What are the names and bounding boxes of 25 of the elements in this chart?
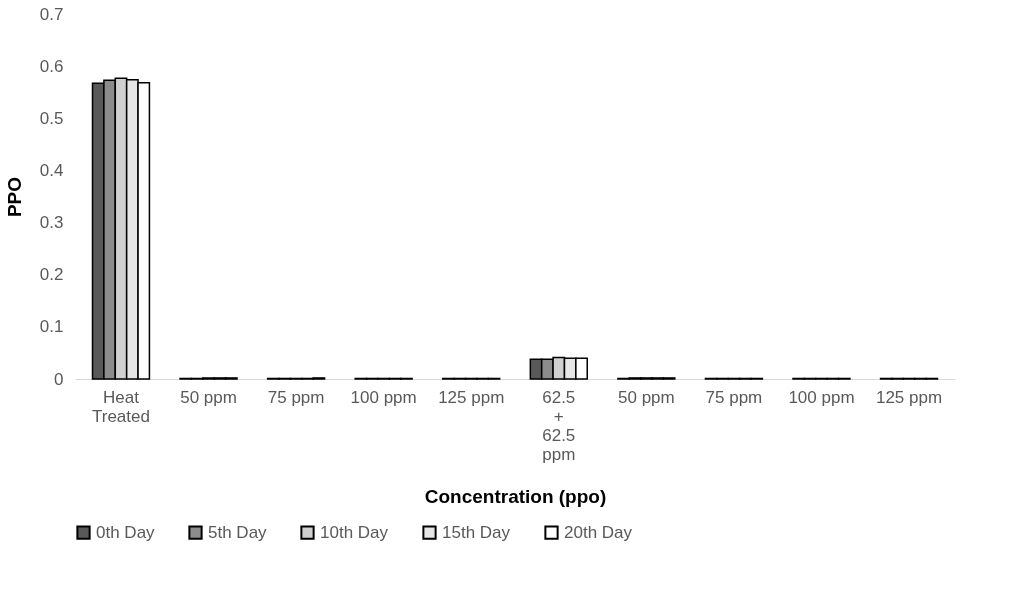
y-tick-label: 0.3	[39, 213, 64, 233]
x-axis-title: Concentration (ppo)	[424, 485, 607, 507]
x-tick-label: 50 ppm	[617, 387, 675, 407]
y-tick-label: 0	[54, 369, 64, 389]
y-tick-label: 0.7	[39, 4, 64, 24]
y-axis-title: PPO	[3, 176, 25, 218]
x-tick-label: 75 ppm	[705, 387, 763, 407]
y-tick-label: 0.6	[39, 56, 64, 76]
x-tick-label: 50 ppm	[180, 387, 237, 407]
y-tick-label: 0.1	[39, 317, 64, 337]
x-tick-label: 125 ppm	[875, 387, 943, 407]
x-tick-label: Heat Treated	[91, 387, 150, 426]
legend-label: 0th Day	[96, 522, 156, 542]
legend-label: 20th Day	[564, 522, 633, 542]
x-tick-label: 125 ppm	[438, 387, 505, 407]
y-tick-label: 0.2	[39, 265, 64, 285]
legend-label: 10th Day	[320, 522, 389, 542]
x-tick-label: 75 ppm	[267, 387, 325, 407]
y-tick-label: 0.4	[39, 160, 64, 180]
x-tick-label: 100 ppm	[350, 387, 417, 407]
legend-label: 15th Day	[442, 522, 511, 542]
x-tick-label: 100 ppm	[788, 387, 855, 407]
x-tick-label: 62.5 + 62.5 ppm	[542, 387, 576, 464]
legend-label: 5th Day	[208, 522, 268, 542]
y-tick-label: 0.5	[39, 108, 64, 128]
